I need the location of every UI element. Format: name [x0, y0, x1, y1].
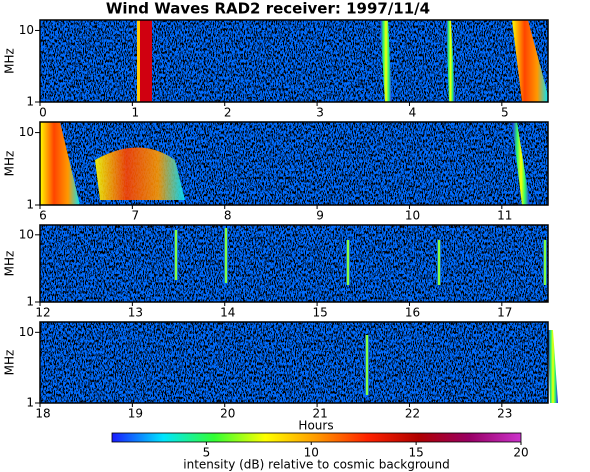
- y-tick-label: 10: [19, 125, 34, 139]
- y-axis-label: MHz: [3, 151, 17, 177]
- panel-noise: [40, 225, 548, 302]
- x-tick-label: 23: [497, 407, 512, 421]
- x-tick-label: 21: [312, 407, 327, 421]
- x-tick-label: 20: [220, 407, 235, 421]
- x-tick-label: 2: [224, 106, 232, 120]
- x-tick-label: 18: [35, 407, 50, 421]
- colorbar: [111, 432, 522, 443]
- x-axis-label: Hours: [298, 419, 333, 433]
- x-tick-label: 5: [501, 106, 509, 120]
- burst: [543, 240, 547, 285]
- x-tick-label: 15: [312, 306, 327, 320]
- x-tick-label: 22: [405, 407, 420, 421]
- burst: [437, 240, 441, 285]
- burst: [346, 240, 350, 285]
- panel-frame: [39, 224, 549, 303]
- burst: [512, 20, 548, 102]
- x-tick-label: 1: [132, 106, 140, 120]
- colorbar-label: intensity (dB) relative to cosmic backgr…: [183, 458, 449, 472]
- colorbar-tick-label: 5: [203, 446, 211, 460]
- burst: [365, 335, 369, 395]
- burst: [140, 20, 152, 102]
- panel-frame: [39, 121, 549, 206]
- colorbar-tick-label: 15: [408, 446, 423, 460]
- x-tick-label: 0: [39, 106, 47, 120]
- burst: [224, 228, 228, 283]
- burst: [380, 20, 392, 102]
- y-tick-label: 10: [19, 23, 34, 37]
- x-tick-label: 3: [316, 106, 324, 120]
- colorbar-tick-label: 10: [304, 446, 319, 460]
- y-axis-label: MHz: [3, 251, 17, 277]
- x-tick-label: 7: [132, 209, 140, 223]
- x-tick-label: 8: [224, 209, 232, 223]
- x-tick-label: 17: [497, 306, 512, 320]
- burst: [174, 230, 178, 280]
- x-tick-label: 16: [405, 306, 420, 320]
- burst: [548, 330, 558, 403]
- colorbar-tick-label: 20: [513, 446, 528, 460]
- y-tick-label: 1: [26, 95, 34, 109]
- panel-noise: [40, 322, 548, 403]
- chart-title: Wind Waves RAD2 receiver: 1997/11/4: [106, 0, 430, 18]
- y-tick-label: 1: [26, 396, 34, 410]
- x-tick-label: 10: [405, 209, 420, 223]
- x-tick-label: 12: [35, 306, 50, 320]
- burst: [40, 122, 80, 205]
- panel-noise: [40, 20, 548, 102]
- x-tick-label: 13: [128, 306, 143, 320]
- x-tick-label: 11: [497, 209, 512, 223]
- x-tick-label: 14: [220, 306, 235, 320]
- x-tick-label: 9: [316, 209, 324, 223]
- panel-frame: [39, 19, 549, 103]
- panel-frame: [39, 321, 549, 404]
- burst: [446, 20, 455, 102]
- y-tick-label: 1: [26, 198, 34, 212]
- x-tick-label: 6: [39, 209, 47, 223]
- y-tick-label: 1: [26, 295, 34, 309]
- burst: [95, 147, 185, 200]
- y-axis-label: MHz: [3, 350, 17, 376]
- y-tick-label: 10: [19, 227, 34, 241]
- x-tick-label: 4: [409, 106, 417, 120]
- x-tick-label: 19: [128, 407, 143, 421]
- burst: [512, 122, 530, 205]
- burst: [137, 20, 140, 102]
- y-tick-label: 10: [19, 325, 34, 339]
- y-axis-label: MHz: [3, 48, 17, 74]
- spectrogram-features: [40, 20, 558, 403]
